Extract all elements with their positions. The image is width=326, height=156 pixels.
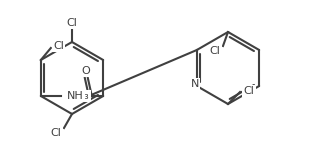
Text: Cl: Cl <box>210 46 220 56</box>
Text: NH: NH <box>67 91 83 101</box>
Text: N: N <box>191 79 199 89</box>
Text: O: O <box>82 66 90 76</box>
Text: Cl: Cl <box>53 41 64 51</box>
Text: Cl: Cl <box>244 86 254 96</box>
Text: CH₃: CH₃ <box>69 91 90 101</box>
Text: Cl: Cl <box>67 18 78 28</box>
Text: Cl: Cl <box>51 128 61 138</box>
